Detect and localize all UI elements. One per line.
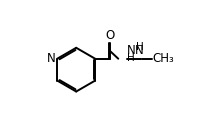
Text: CH₃: CH₃ bbox=[153, 52, 174, 65]
Text: H: H bbox=[127, 53, 134, 63]
Text: N: N bbox=[127, 44, 136, 57]
Text: O: O bbox=[106, 29, 115, 42]
Text: H: H bbox=[136, 42, 143, 52]
Text: N: N bbox=[135, 44, 144, 57]
Text: N: N bbox=[47, 52, 55, 65]
